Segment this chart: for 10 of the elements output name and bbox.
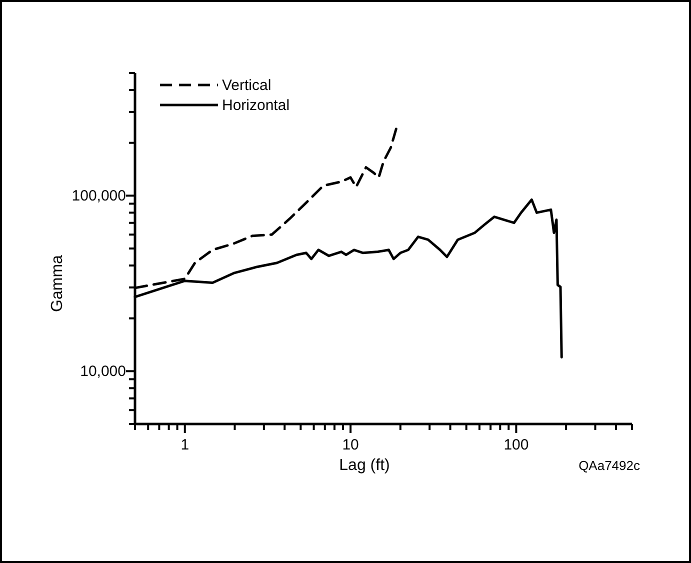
x-tick-label: 100 [504,436,529,454]
text: QAa7492c [578,458,640,473]
legend-label: Horizontal [222,97,290,114]
x-tick-label: 1 [180,436,190,454]
y-tick-label: 100,000 [72,187,126,204]
x-tick-label: 10 [342,436,359,454]
y-axis-title: Gamma [49,254,66,312]
legend-label: Vertical [222,77,272,94]
y-tick-label: 10,000 [80,362,126,380]
x-axis-title: Lag (ft) [339,457,390,474]
